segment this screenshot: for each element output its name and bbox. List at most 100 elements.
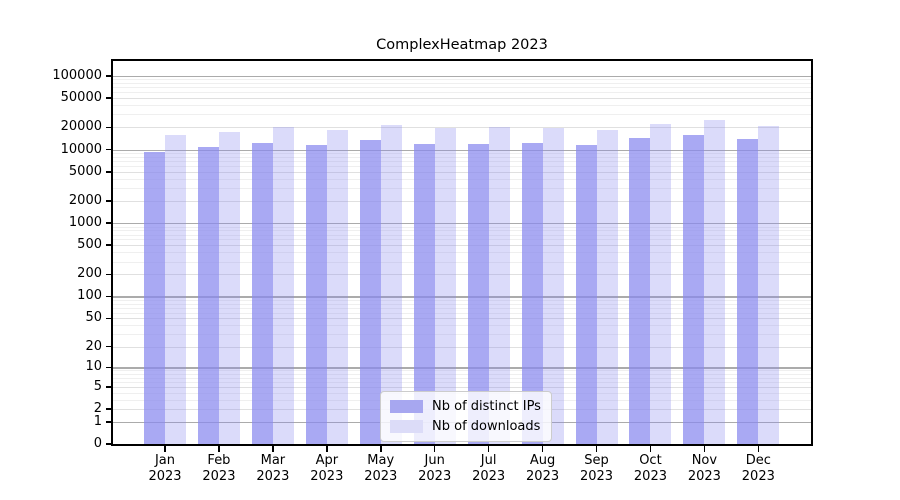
bar-distinct-ips (359, 140, 381, 444)
gridline (113, 92, 811, 94)
y-tick-mark (106, 126, 112, 129)
bar-distinct-ips (575, 144, 597, 444)
x-tick-year: 2023 (687, 469, 721, 484)
y-tick-label: 20000 (60, 119, 102, 135)
x-tick-month: Feb (207, 453, 231, 468)
x-tick-label: Mar 2023 (243, 453, 303, 485)
y-tick-label: 10000 (60, 141, 102, 157)
gridline (113, 149, 811, 151)
x-tick-year: 2023 (579, 469, 614, 484)
x-tick-mark (541, 446, 544, 452)
x-tick-label: Jul 2023 (459, 453, 519, 485)
bar-downloads (326, 130, 348, 444)
y-tick-label: 1 (93, 413, 102, 429)
gridline (113, 318, 811, 320)
bar-distinct-ips (737, 139, 759, 444)
bar-downloads (380, 124, 402, 444)
x-tick-month: Aug (529, 453, 556, 468)
gridline (113, 83, 811, 85)
legend-label-distinct-ips: Nb of distinct IPs (432, 399, 541, 414)
y-tick-mark (106, 443, 112, 445)
gridline (113, 296, 811, 298)
x-tick-label: Sep 2023 (567, 453, 627, 485)
bar-downloads (218, 132, 240, 444)
x-tick-month: Dec (745, 453, 771, 468)
x-tick-mark (164, 446, 166, 452)
x-tick-month: Jul (480, 453, 497, 468)
gridline (113, 165, 811, 167)
y-tick-mark (106, 97, 112, 99)
gridline (113, 261, 811, 263)
y-tick-label: 2000 (68, 193, 102, 209)
bar-distinct-ips (251, 142, 273, 444)
y-tick-label: 500 (77, 237, 102, 253)
gridline (113, 377, 811, 379)
x-tick-label: Feb 2023 (189, 453, 249, 485)
plot-area: Nb of distinct IPs Nb of downloads (111, 59, 813, 446)
x-tick-mark (649, 446, 652, 452)
gridline (113, 312, 811, 314)
y-tick-label: 50 (85, 310, 102, 326)
x-tick-mark (595, 446, 598, 452)
bar-distinct-ips (413, 144, 435, 444)
y-tick-mark (106, 170, 112, 173)
x-tick-month: Oct (639, 453, 662, 468)
x-tick-label: Apr 2023 (297, 453, 357, 485)
x-tick-year: 2023 (364, 469, 398, 484)
y-tick-mark (106, 222, 112, 224)
x-tick-year: 2023 (633, 469, 667, 484)
legend-entry-distinct-ips: Nb of distinct IPs (390, 399, 541, 414)
y-tick-label: 5000 (68, 163, 102, 179)
x-tick-mark (487, 446, 490, 452)
y-tick-mark (106, 295, 112, 298)
bar-downloads (434, 128, 456, 444)
x-tick-mark (218, 446, 220, 452)
x-tick-year: 2023 (148, 469, 182, 484)
gridline (113, 252, 811, 254)
y-tick-label: 5 (93, 378, 102, 394)
gridline (113, 201, 811, 203)
x-tick-mark (379, 446, 382, 452)
bar-downloads (488, 127, 510, 444)
gridline (113, 307, 811, 309)
x-tick-year: 2023 (256, 469, 290, 484)
y-tick-mark (106, 273, 112, 276)
bar-downloads (650, 124, 672, 444)
x-tick-month: May (367, 453, 395, 468)
y-tick-label: 200 (77, 266, 102, 282)
bar-distinct-ips (683, 135, 705, 444)
gridline (113, 171, 811, 173)
bar-distinct-ips (629, 137, 651, 444)
y-tick-mark (106, 200, 112, 202)
x-tick-year: 2023 (202, 469, 236, 484)
x-tick-year: 2023 (526, 469, 560, 484)
bar-downloads (542, 127, 564, 444)
gridline (113, 230, 811, 232)
bar-distinct-ips (305, 145, 327, 444)
y-tick-label: 10 (85, 359, 102, 375)
gridline (113, 152, 811, 154)
y-tick-label: 100 (77, 288, 102, 304)
gridline (113, 367, 811, 369)
gridline (113, 239, 811, 241)
legend-swatch-downloads (390, 420, 423, 433)
y-tick-mark (106, 366, 112, 369)
y-tick-label: 100000 (52, 67, 102, 83)
legend-entry-downloads: Nb of downloads (390, 419, 541, 434)
y-tick-mark (106, 385, 112, 388)
x-tick-year: 2023 (472, 469, 506, 484)
x-tick-year: 2023 (741, 469, 775, 484)
x-tick-month: Jan (154, 453, 176, 468)
gridline (113, 381, 811, 383)
x-tick-label: Dec 2023 (728, 453, 788, 485)
x-tick-label: Aug 2023 (513, 453, 573, 485)
x-tick-mark (272, 446, 274, 452)
gridline (113, 156, 811, 158)
x-tick-label: May 2023 (351, 453, 411, 485)
bar-downloads (758, 125, 780, 444)
y-tick-label: 0 (93, 436, 102, 451)
x-tick-month: Apr (315, 453, 339, 468)
x-tick-year: 2023 (418, 469, 452, 484)
x-tick-month: Jun (424, 453, 445, 468)
